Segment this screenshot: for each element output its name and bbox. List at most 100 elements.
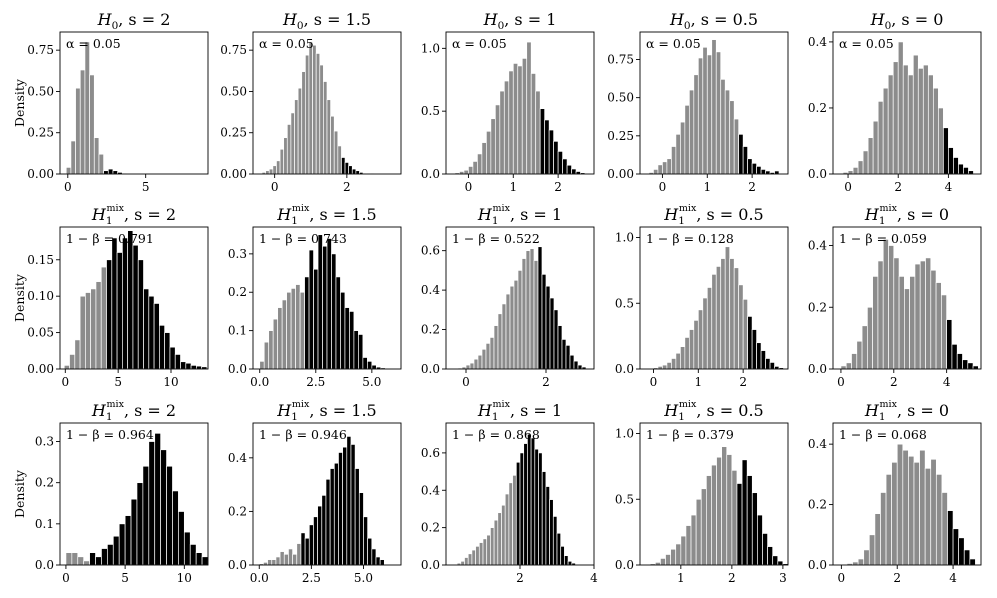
x-tick-label: 2 bbox=[894, 180, 902, 194]
bars bbox=[842, 41, 974, 174]
rejection-bar bbox=[379, 559, 385, 565]
rejection-bar bbox=[972, 365, 979, 369]
panel-title: H1mix, s = 1.5 bbox=[276, 203, 376, 227]
rejection-bar bbox=[569, 354, 575, 369]
bars bbox=[846, 443, 976, 565]
rejection-bar bbox=[548, 129, 554, 174]
histogram-bar bbox=[680, 346, 686, 369]
y-tick-label: 0.2 bbox=[808, 498, 827, 512]
histogram-bar bbox=[533, 260, 539, 369]
histogram-bar bbox=[268, 168, 274, 174]
rejection-bar bbox=[367, 360, 373, 369]
rejection-bar bbox=[300, 532, 306, 565]
histogram-bar bbox=[657, 164, 663, 174]
histogram-bar bbox=[272, 318, 279, 369]
rejection-bar bbox=[963, 549, 971, 565]
histogram-bar bbox=[294, 99, 299, 174]
panel-title: H0, s = 2 bbox=[97, 10, 171, 32]
y-tick-label: 0.0 bbox=[421, 558, 440, 572]
axes-frame bbox=[639, 31, 789, 175]
histogram-bar bbox=[494, 104, 501, 174]
panel-title: H1mix, s = 2 bbox=[91, 203, 176, 227]
histogram-bar bbox=[847, 170, 854, 174]
rejection-bar bbox=[545, 285, 551, 369]
histogram-bar bbox=[482, 538, 488, 565]
histogram-bar bbox=[323, 81, 328, 174]
histogram-bar bbox=[460, 560, 465, 565]
rejection-bar bbox=[148, 295, 155, 369]
panel-r1-c0: 0 5 10 0.00 0.05 0.10 0.15 H1mix, s = 2 1 − β = … bbox=[27, 203, 209, 389]
x-tick-label: 0 bbox=[465, 180, 473, 194]
histogram-bar bbox=[79, 295, 86, 369]
histogram-bar bbox=[874, 513, 881, 565]
rejection-bar bbox=[308, 524, 314, 565]
histogram-bar bbox=[662, 161, 668, 174]
axes-frame bbox=[832, 422, 982, 566]
x-tick-label: 5 bbox=[114, 375, 122, 389]
x-tick-label: 0 bbox=[659, 180, 667, 194]
rejection-bar bbox=[565, 344, 571, 369]
histogram-bar bbox=[684, 337, 690, 369]
histogram-bar bbox=[517, 270, 523, 369]
y-tick-label: 0.05 bbox=[27, 326, 54, 340]
x-tick-label: 0 bbox=[64, 180, 72, 194]
histogram-bar bbox=[330, 115, 335, 174]
histogram-bar bbox=[299, 291, 305, 369]
rejection-bar bbox=[571, 168, 577, 174]
bars bbox=[65, 41, 198, 174]
x-tick-label: 3 bbox=[779, 571, 787, 585]
histogram-bar bbox=[490, 118, 496, 174]
rejection-bar bbox=[317, 234, 323, 369]
y-tick-label: 0.2 bbox=[808, 101, 827, 115]
panel-title: H1mix, s = 1 bbox=[477, 399, 562, 423]
rejection-bar bbox=[952, 528, 960, 565]
histogram-bar bbox=[295, 284, 301, 369]
histogram-bar bbox=[501, 504, 506, 565]
histogram-bar bbox=[685, 525, 692, 565]
bars bbox=[649, 446, 788, 565]
histogram-bar bbox=[74, 339, 81, 369]
histogram-bar bbox=[675, 352, 681, 369]
histogram-bar bbox=[925, 257, 932, 369]
panel-annotation: 1 − β = 0.868 bbox=[452, 427, 540, 442]
y-tick-label: 0.25 bbox=[27, 126, 54, 140]
histogram-bar bbox=[69, 354, 76, 369]
histogram-bar bbox=[71, 552, 79, 565]
histogram-bar bbox=[726, 454, 733, 565]
rejection-bar bbox=[95, 556, 102, 565]
histogram-bar bbox=[867, 306, 873, 369]
histogram-bar bbox=[898, 276, 905, 369]
rejection-bar bbox=[333, 462, 339, 565]
histogram-bar bbox=[472, 161, 478, 174]
panel-r1-c4: 0 2 4 0.0 0.2 0.4 H1mix, s = 0 1 − β = 0.059 bbox=[808, 203, 982, 389]
panel-title: H1mix, s = 2 bbox=[91, 399, 176, 423]
histogram-bar bbox=[486, 130, 492, 174]
histogram-bar bbox=[100, 266, 107, 369]
panel-title: H1mix, s = 0.5 bbox=[663, 203, 763, 227]
rejection-bar bbox=[174, 354, 181, 369]
histogram-bar bbox=[63, 365, 70, 369]
rejection-bar bbox=[962, 359, 969, 369]
histogram-bar bbox=[286, 291, 292, 369]
bars bbox=[840, 238, 979, 369]
y-tick-label: 0.0 bbox=[228, 362, 247, 376]
rejection-bar bbox=[329, 468, 335, 565]
histogram-bar bbox=[312, 44, 317, 174]
rejection-bar bbox=[573, 360, 579, 369]
histogram-bar bbox=[922, 64, 929, 174]
y-tick-label: 1.0 bbox=[421, 41, 440, 55]
panel-r2-c0: 0 5 10 0.0 0.1 0.2 0.3 H1mix, s = 2 1 − β = 0.96… bbox=[35, 399, 209, 585]
histogram-bar bbox=[666, 362, 672, 369]
x-tick-label: 0 bbox=[462, 375, 470, 389]
panel-r1-c3: 0 1 2 0.0 0.5 1.0 H1mix, s = 0.5 1 − β = 0.128 bbox=[615, 203, 789, 389]
rejection-bar bbox=[340, 291, 346, 369]
panel-annotation: α = 0.05 bbox=[839, 36, 894, 51]
histogram-bar bbox=[464, 557, 469, 565]
rejection-bar bbox=[951, 343, 958, 369]
rejection-bar bbox=[519, 452, 525, 565]
rejection-bar bbox=[111, 237, 118, 369]
histogram-bar bbox=[277, 307, 283, 369]
histogram-bar bbox=[675, 133, 681, 174]
histogram-bar bbox=[315, 53, 321, 174]
